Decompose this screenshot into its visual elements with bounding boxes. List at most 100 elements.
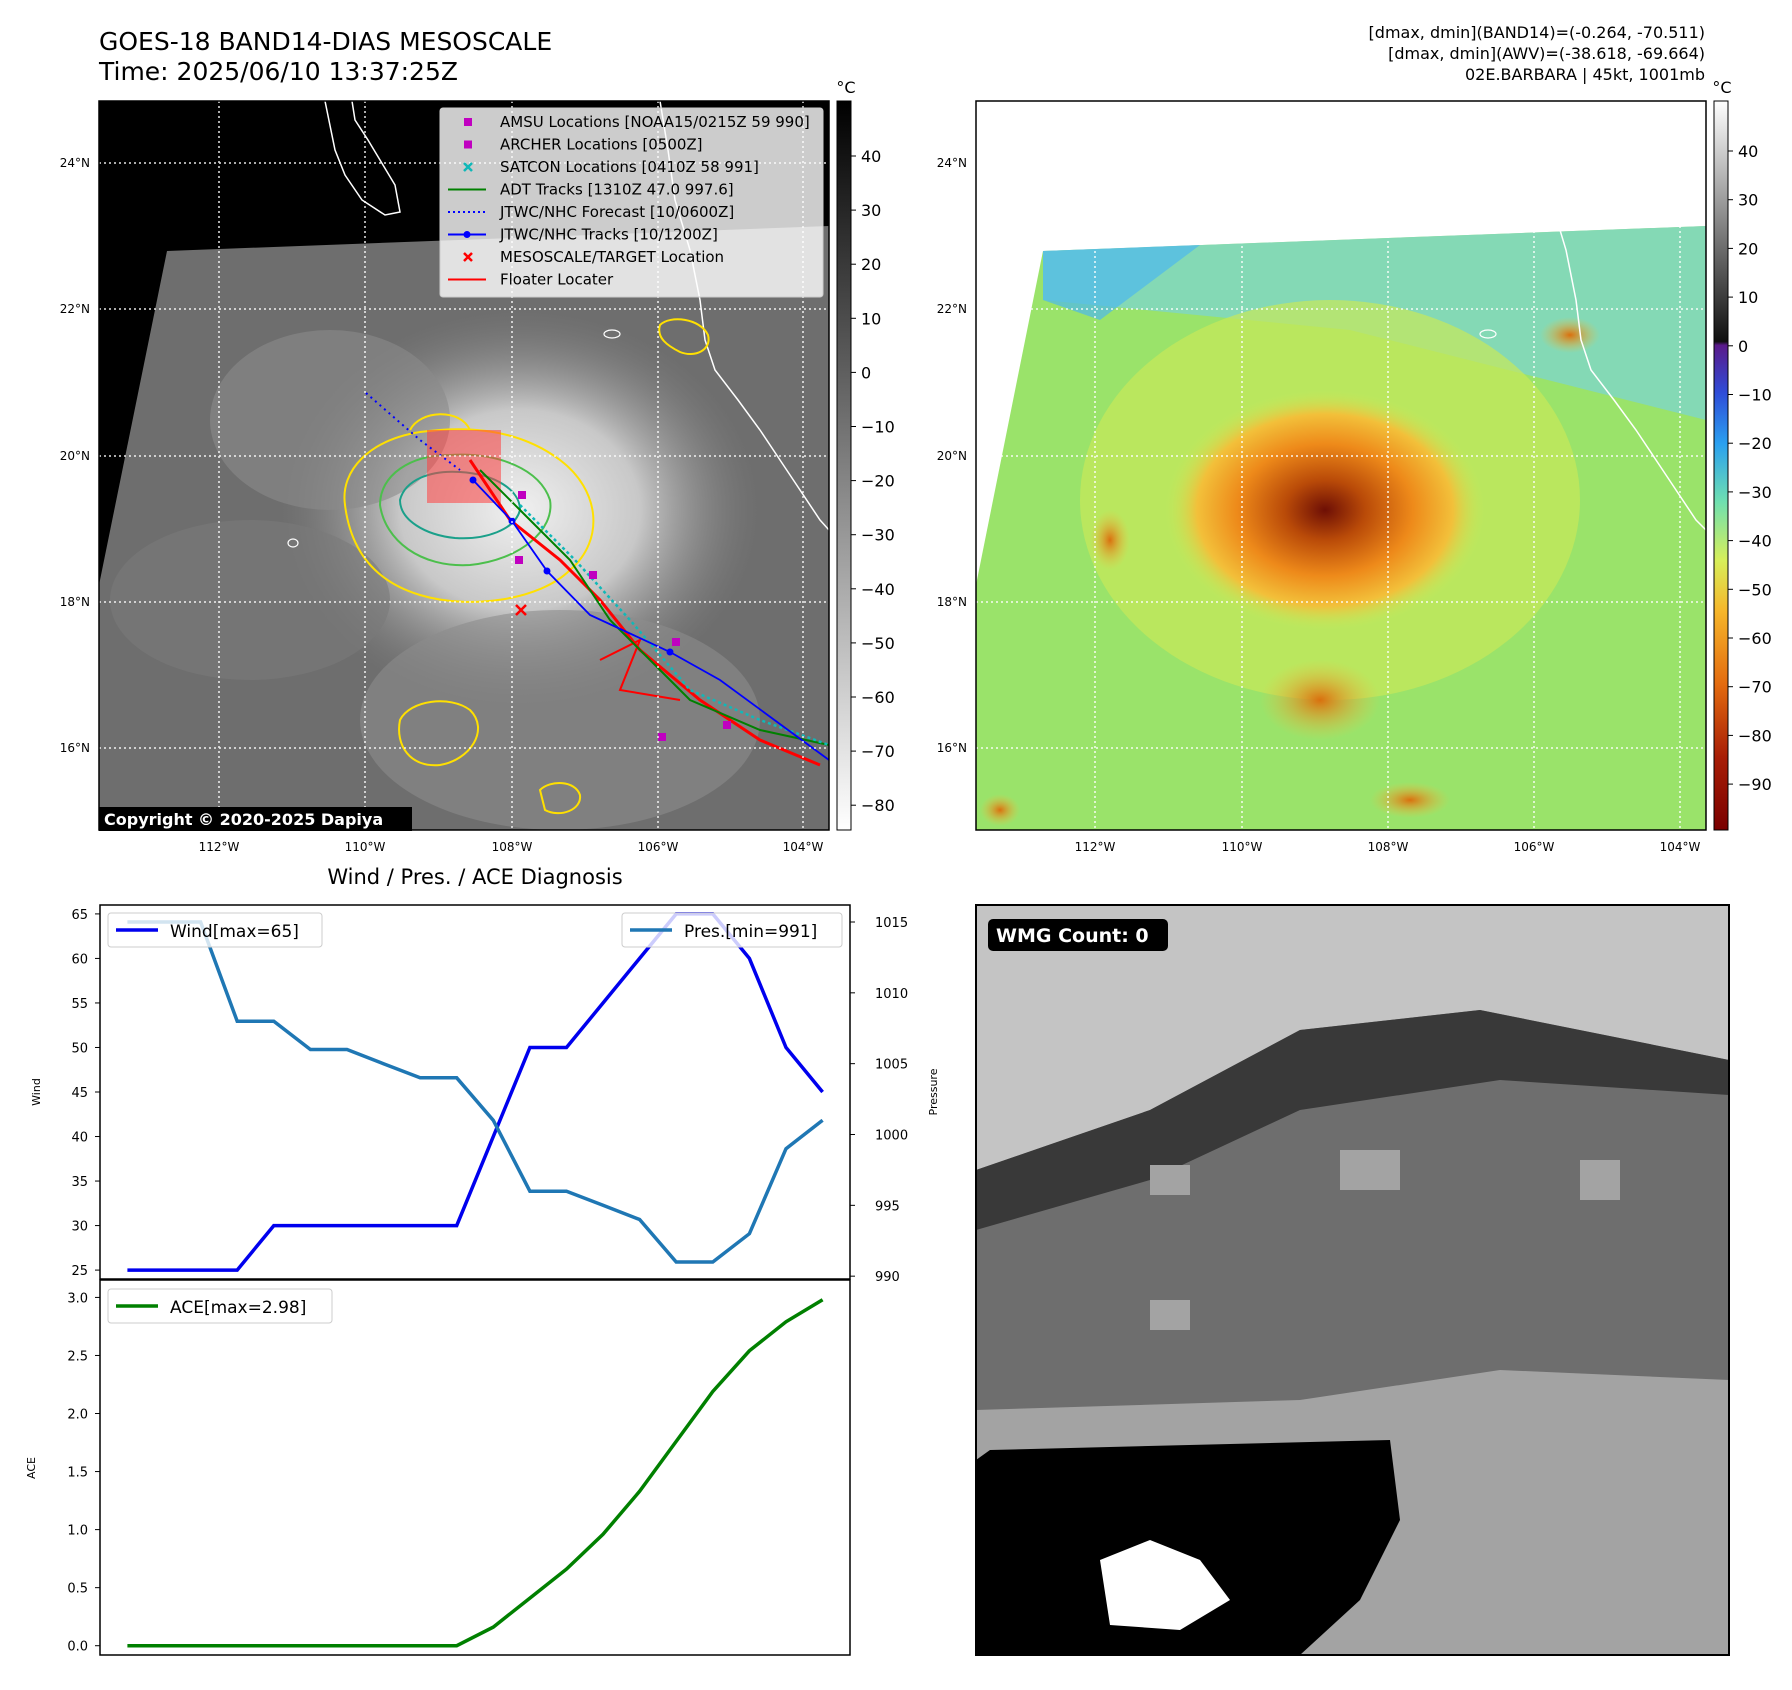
colorbar-tick-label: −80 (1738, 726, 1772, 745)
pressure-legend: Pres.[min=991] (621, 912, 843, 948)
pressure-tick-label: 1005 (875, 1058, 908, 1073)
lon-label: 106°W (638, 840, 679, 854)
legend-label: SATCON Locations [0410Z 58 991] (500, 158, 759, 176)
legend-marker (463, 162, 473, 172)
lon-label: 104°W (783, 840, 824, 854)
colorbar-tick-label: −80 (861, 796, 895, 815)
colorbar-tick-label: 20 (1738, 239, 1758, 258)
colorbar-tick-label: −10 (861, 418, 895, 437)
lon-label: 108°W (1368, 840, 1409, 854)
legend-label: AMSU Locations [NOAA15/0215Z 59 990] (500, 113, 810, 131)
ace-legend: ACE[max=2.98] (107, 1288, 333, 1324)
colorbar-tick-label: −40 (1738, 532, 1772, 551)
colorbar-tick-label: 40 (1738, 142, 1758, 161)
legend-row: MESOSCALE/TARGET Location (463, 248, 724, 266)
colorbar-tick-label: −90 (1738, 775, 1772, 794)
legend-row: JTWC/NHC Forecast [10/0600Z] (448, 203, 734, 221)
color-map-lon-labels: 112°W 110°W 108°W 106°W 104°W (1075, 840, 1701, 854)
map-legend: AMSU Locations [NOAA15/0215Z 59 990] ARCH… (439, 107, 824, 298)
ace-legend-label: ACE[max=2.98] (170, 1298, 306, 1318)
wind-tick-label: 25 (71, 1264, 88, 1279)
ace-tick-label: 0.5 (67, 1582, 88, 1597)
wind-tick-label: 65 (71, 908, 88, 923)
figure-title: GOES-18 BAND14-DIAS MESOSCALE (99, 27, 552, 56)
lat-label: 22°N (60, 302, 90, 316)
colorbar-tick-label: −20 (1738, 434, 1772, 453)
wind-tick-label: 50 (71, 1041, 88, 1056)
colorbar-tick-label: 0 (1738, 337, 1748, 356)
wind-tick-label: 60 (71, 952, 88, 967)
wind-tick-label: 30 (71, 1220, 88, 1235)
colorbar-tick-label: −60 (1738, 629, 1772, 648)
colorbar-unit: °C (836, 78, 855, 97)
dmax-dmin-awv: [dmax, dmin](AWV)=(-38.618, -69.664) (1388, 44, 1705, 63)
colorbar-tick-label: 40 (861, 147, 881, 166)
lon-label: 108°W (492, 840, 533, 854)
lon-label: 112°W (1075, 840, 1116, 854)
legend-marker-dot (463, 231, 471, 238)
ace-tick-label: 2.5 (67, 1349, 88, 1364)
legend-label: JTWC/NHC Tracks [10/1200Z] (499, 226, 718, 244)
legend-marker (463, 252, 473, 262)
wmg-count-label: WMG Count: 0 (996, 925, 1149, 947)
colorbar-tick-label: −30 (1738, 483, 1772, 502)
ace-tick-label: 3.0 (67, 1291, 88, 1306)
lon-label: 112°W (199, 840, 240, 854)
colorbar-tick-label: 0 (861, 363, 871, 382)
ir-colorbar: °C 40 30 20 10 0 −10 −20 −30 −40 −50 −60 −70 −80 (836, 78, 895, 831)
colorbar-tick-label: −70 (861, 742, 895, 761)
ir-map-panel: AMSU Locations [NOAA15/0215Z 59 990] ARCH… (98, 100, 830, 831)
diagnosis-title: Wind / Pres. / ACE Diagnosis (327, 865, 622, 889)
ace-tick-label: 2.0 (67, 1408, 88, 1423)
legend-row: SATCON Locations [0410Z 58 991] (463, 158, 759, 176)
colorbar-tick-label: 30 (1738, 191, 1758, 210)
wind-legend-label: Wind[max=65] (170, 922, 299, 942)
wind-legend: Wind[max=65] (107, 912, 323, 948)
colorbar-tick-label: −40 (861, 580, 895, 599)
legend-label: Floater Locater (500, 271, 614, 289)
lon-label: 110°W (1222, 840, 1263, 854)
pressure-axis-label: Pressure (927, 1068, 940, 1115)
lat-label: 20°N (60, 449, 90, 463)
lat-label: 18°N (60, 595, 90, 609)
legend-row: JTWC/NHC Tracks [10/1200Z] (448, 226, 718, 244)
legend-label: ARCHER Locations [0500Z] (500, 136, 703, 154)
copyright-text: Copyright © 2020-2025 Dapiya (104, 810, 383, 829)
wmg-panel: WMG Count: 0 (975, 904, 1730, 1656)
pressure-tick-label: 1015 (875, 916, 908, 931)
pressure-tick-label: 995 (875, 1199, 900, 1214)
colorbar-tick-label: −30 (861, 526, 895, 545)
lat-label: 16°N (937, 741, 967, 755)
lon-label: 106°W (1514, 840, 1555, 854)
colorbar-tick-label: −10 (1738, 386, 1772, 405)
lat-label: 24°N (937, 156, 967, 170)
lat-label: 22°N (937, 302, 967, 316)
legend-label: MESOSCALE/TARGET Location (500, 248, 724, 266)
ir-map-lat-labels: 24°N 22°N 20°N 18°N 16°N (60, 156, 90, 755)
wind-tick-label: 40 (71, 1131, 88, 1146)
ir-map-lon-labels: 112°W 110°W 108°W 106°W 104°W (199, 840, 824, 854)
lat-label: 16°N (60, 741, 90, 755)
legend-label: ADT Tracks [1310Z 47.0 997.6] (500, 181, 734, 199)
colorbar-tick-label: −50 (1738, 580, 1772, 599)
storm-info: 02E.BARBARA | 45kt, 1001mb (1465, 65, 1705, 84)
ace-plot: ACE 0.0 0.5 1.0 1.5 2.0 2.5 3.0 ACE[max=2.98] (25, 1279, 851, 1656)
wind-tick-label: 45 (71, 1086, 88, 1101)
colorbar-unit: °C (1712, 78, 1731, 97)
lon-label: 110°W (345, 840, 386, 854)
wind-pressure-plot: Wind Pressure 25 30 35 40 45 50 55 60 65 990 995 1… (30, 904, 940, 1285)
pressure-legend-label: Pres.[min=991] (684, 922, 817, 942)
ace-tick-label: 0.0 (67, 1640, 88, 1655)
color-ir-map-panel (975, 100, 1707, 831)
colorbar-tick-label: 10 (1738, 288, 1758, 307)
color-colorbar: °C 40 30 20 10 0 −10 −20 −30 −40 −50 −60 −70 −80 −90 (1712, 78, 1772, 831)
colorbar-tick-label: −50 (861, 634, 895, 653)
legend-row: ADT Tracks [1310Z 47.0 997.6] (448, 181, 734, 199)
ace-tick-label: 1.5 (67, 1466, 88, 1481)
lat-label: 24°N (60, 156, 90, 170)
legend-marker (464, 140, 472, 149)
colorbar-tick-label: −70 (1738, 678, 1772, 697)
pressure-tick-label: 1000 (875, 1129, 908, 1144)
color-map-lat-labels: 24°N 22°N 20°N 18°N 16°N (937, 156, 967, 755)
pressure-tick-label: 990 (875, 1270, 900, 1285)
